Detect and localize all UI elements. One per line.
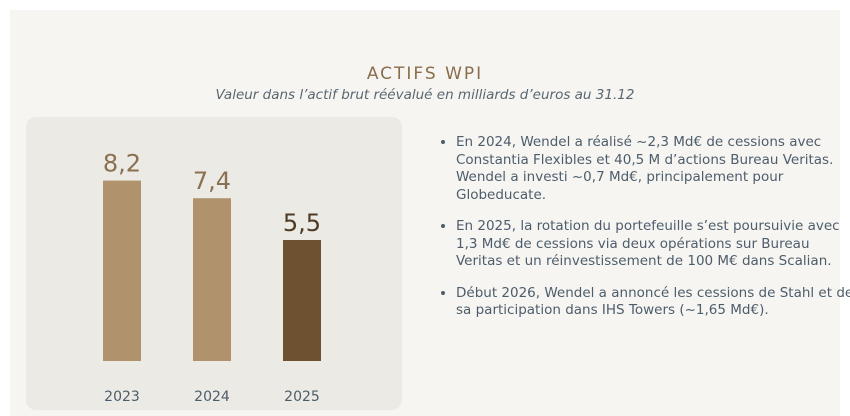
- chart: 8,2 2023 7,4 2024 5,5 2025: [103, 150, 321, 405]
- bullet-list: En 2024, Wendel a réalisé ~2,3 Md€ de ce…: [436, 134, 850, 334]
- x-tick-label: 2025: [284, 389, 320, 405]
- bullet-item: En 2024, Wendel a réalisé ~2,3 Md€ de ce…: [456, 134, 850, 204]
- chart-title: ACTIFS WPI: [366, 64, 484, 84]
- value-label: 8,2: [103, 150, 141, 178]
- bar: [283, 240, 321, 361]
- bar: [103, 180, 141, 361]
- bullet-item: En 2025, la rotation du portefeuille s’e…: [456, 218, 850, 271]
- bullet-item: Début 2026, Wendel a annoncé les cession…: [456, 285, 850, 320]
- panel: ACTIFS WPI Valeur dans l’actif brut réév…: [10, 10, 850, 416]
- value-label: 7,4: [193, 167, 231, 195]
- value-label: 5,5: [283, 209, 321, 237]
- chart-box: 8,2 2023 7,4 2024 5,5 2025: [26, 117, 402, 410]
- bar: [193, 198, 231, 361]
- x-tick-label: 2023: [104, 389, 140, 405]
- chart-subtitle: Valeur dans l’actif brut réévalué en mil…: [215, 87, 635, 103]
- x-tick-label: 2024: [194, 389, 230, 405]
